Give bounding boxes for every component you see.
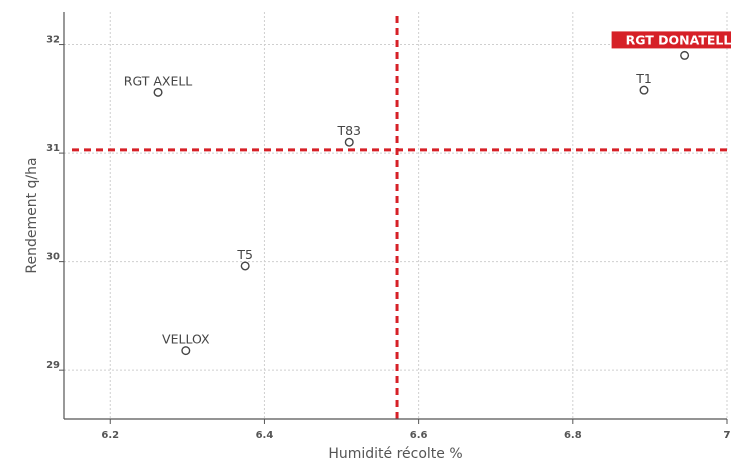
point-marker [181, 346, 191, 356]
point-marker [680, 50, 690, 60]
data-point: RGT DONATELLO [611, 31, 731, 60]
x-axis-title: Humidité récolte % [328, 446, 462, 462]
point-marker [639, 85, 649, 95]
data-point: T5 [236, 247, 253, 271]
data-point: T1 [635, 71, 652, 95]
x-tick-label: 6.8 [564, 430, 582, 441]
data-points: RGT DONATELLO T1 RGT AXELL T83 T5 VELLOX [124, 31, 731, 356]
point-marker [240, 261, 250, 271]
y-tick-label: 29 [46, 360, 60, 371]
point-label: RGT AXELL [124, 73, 193, 88]
x-tick-label: 6.6 [410, 430, 428, 441]
x-tick-label: 6.4 [256, 430, 274, 441]
reference-lines [72, 16, 727, 419]
axes [59, 12, 728, 424]
data-point: RGT AXELL [124, 73, 193, 97]
point-marker [153, 87, 163, 97]
highlight-label-bg [611, 31, 731, 49]
x-tick-label: 6.2 [101, 430, 119, 441]
y-tick-label: 30 [46, 252, 60, 263]
point-label: T83 [336, 123, 361, 138]
y-tick-label: 32 [46, 35, 60, 46]
point-marker [344, 137, 354, 147]
y-axis-title: Rendement q/ha [24, 157, 40, 273]
point-label: T1 [635, 71, 652, 86]
x-tick-label: 7 [724, 430, 731, 441]
x-tick-label: 7 [724, 430, 731, 441]
point-label: T5 [236, 247, 253, 262]
y-tick-label: 31 [46, 143, 60, 154]
data-point: T83 [336, 123, 361, 147]
point-label: VELLOX [162, 332, 210, 347]
data-point: VELLOX [162, 332, 210, 356]
point-label: RGT DONATELLO [626, 32, 731, 47]
